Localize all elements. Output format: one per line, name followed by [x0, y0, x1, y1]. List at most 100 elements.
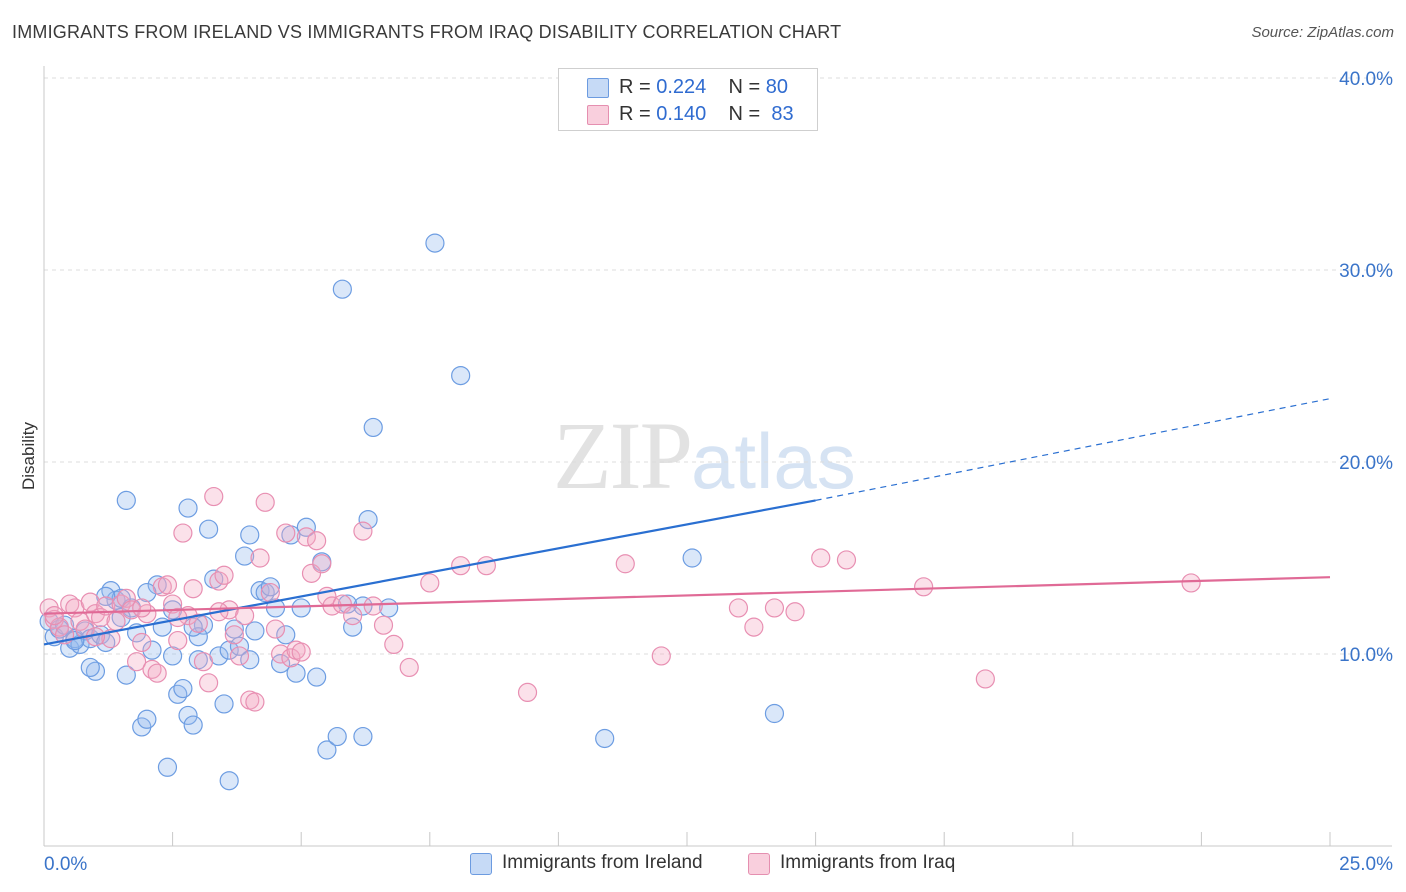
point-iraq[interactable] — [75, 619, 95, 639]
point-iraq[interactable] — [204, 486, 224, 507]
point-iraq[interactable] — [265, 619, 286, 639]
point-iraq[interactable] — [250, 548, 270, 568]
point-iraq[interactable] — [209, 571, 229, 591]
point-iraq[interactable] — [255, 492, 275, 512]
point-ireland[interactable] — [286, 663, 306, 683]
point-ireland[interactable] — [595, 728, 615, 749]
point-iraq[interactable] — [183, 579, 203, 599]
point-ireland[interactable] — [353, 596, 373, 616]
point-ireland[interactable] — [168, 684, 188, 704]
point-iraq[interactable] — [1181, 573, 1201, 593]
point-iraq[interactable] — [651, 646, 671, 666]
point-ireland[interactable] — [188, 627, 208, 647]
point-ireland[interactable] — [317, 740, 337, 760]
point-ireland[interactable] — [219, 771, 239, 791]
point-iraq[interactable] — [975, 669, 995, 689]
point-iraq[interactable] — [260, 582, 280, 603]
point-iraq[interactable] — [111, 594, 131, 614]
point-iraq[interactable] — [137, 604, 157, 624]
point-ireland[interactable] — [358, 509, 378, 530]
point-ireland[interactable] — [363, 417, 383, 438]
point-ireland[interactable] — [451, 366, 471, 386]
point-ireland[interactable] — [85, 661, 106, 681]
point-iraq[interactable] — [420, 573, 440, 593]
point-iraq[interactable] — [188, 613, 208, 633]
point-iraq[interactable] — [173, 523, 193, 543]
point-ireland[interactable] — [178, 498, 198, 518]
point-iraq[interactable] — [157, 575, 178, 595]
point-iraq[interactable] — [836, 550, 857, 570]
point-iraq[interactable] — [44, 605, 64, 626]
point-ireland[interactable] — [276, 625, 296, 645]
point-ireland[interactable] — [157, 757, 178, 777]
point-iraq[interactable] — [96, 596, 116, 616]
point-iraq[interactable] — [193, 652, 214, 672]
point-iraq[interactable] — [85, 604, 106, 624]
point-iraq[interactable] — [476, 556, 496, 576]
point-iraq[interactable] — [101, 629, 121, 649]
point-ireland[interactable] — [224, 619, 244, 639]
point-ireland[interactable] — [214, 694, 234, 714]
point-ireland[interactable] — [291, 598, 311, 618]
point-iraq[interactable] — [312, 554, 332, 574]
point-ireland[interactable] — [178, 705, 198, 726]
point-ireland[interactable] — [307, 667, 327, 687]
point-iraq[interactable] — [811, 548, 831, 568]
point-iraq[interactable] — [276, 523, 296, 543]
point-ireland[interactable] — [199, 519, 219, 539]
point-ireland[interactable] — [327, 726, 347, 747]
point-ireland[interactable] — [101, 581, 121, 601]
point-iraq[interactable] — [307, 531, 327, 551]
point-iraq[interactable] — [245, 692, 265, 712]
point-ireland[interactable] — [183, 715, 203, 735]
point-iraq[interactable] — [363, 596, 383, 616]
point-ireland[interactable] — [183, 617, 203, 637]
point-iraq[interactable] — [80, 592, 100, 612]
point-ireland[interactable] — [240, 650, 260, 670]
point-ireland[interactable] — [116, 665, 136, 685]
point-ireland[interactable] — [240, 525, 260, 545]
point-ireland[interactable] — [343, 617, 363, 637]
point-iraq[interactable] — [168, 630, 188, 651]
point-iraq[interactable] — [126, 652, 147, 672]
point-iraq[interactable] — [291, 642, 311, 662]
point-iraq[interactable] — [229, 646, 250, 666]
point-ireland[interactable] — [111, 607, 131, 628]
point-iraq[interactable] — [744, 617, 764, 637]
point-iraq[interactable] — [132, 632, 152, 653]
point-ireland[interactable] — [682, 548, 702, 568]
point-iraq[interactable] — [147, 663, 167, 683]
point-iraq[interactable] — [235, 605, 255, 626]
point-iraq[interactable] — [373, 615, 394, 635]
point-iraq[interactable] — [199, 673, 219, 693]
point-iraq[interactable] — [142, 659, 162, 679]
point-iraq[interactable] — [728, 598, 749, 618]
point-iraq[interactable] — [296, 527, 316, 547]
point-ireland[interactable] — [425, 233, 445, 253]
point-ireland[interactable] — [116, 490, 136, 510]
point-ireland[interactable] — [142, 640, 162, 660]
point-ireland[interactable] — [255, 582, 275, 603]
point-iraq[interactable] — [301, 563, 322, 583]
point-iraq[interactable] — [132, 598, 152, 618]
point-iraq[interactable] — [384, 634, 404, 655]
point-ireland[interactable] — [764, 703, 785, 724]
point-iraq[interactable] — [914, 577, 934, 597]
point-ireland[interactable] — [219, 640, 239, 660]
point-iraq[interactable] — [615, 554, 635, 574]
point-iraq[interactable] — [399, 657, 419, 678]
point-ireland[interactable] — [332, 279, 352, 299]
point-ireland[interactable] — [80, 657, 100, 678]
point-iraq[interactable] — [214, 565, 234, 585]
point-iraq[interactable] — [271, 644, 291, 664]
point-ireland[interactable] — [245, 621, 265, 641]
point-ireland[interactable] — [235, 546, 255, 566]
point-iraq[interactable] — [353, 521, 373, 541]
point-iraq[interactable] — [116, 588, 136, 608]
point-iraq[interactable] — [224, 625, 244, 645]
point-iraq[interactable] — [106, 611, 126, 631]
point-iraq[interactable] — [764, 598, 785, 618]
point-ireland[interactable] — [163, 646, 183, 666]
point-ireland[interactable] — [353, 726, 373, 747]
point-ireland[interactable] — [173, 678, 193, 699]
